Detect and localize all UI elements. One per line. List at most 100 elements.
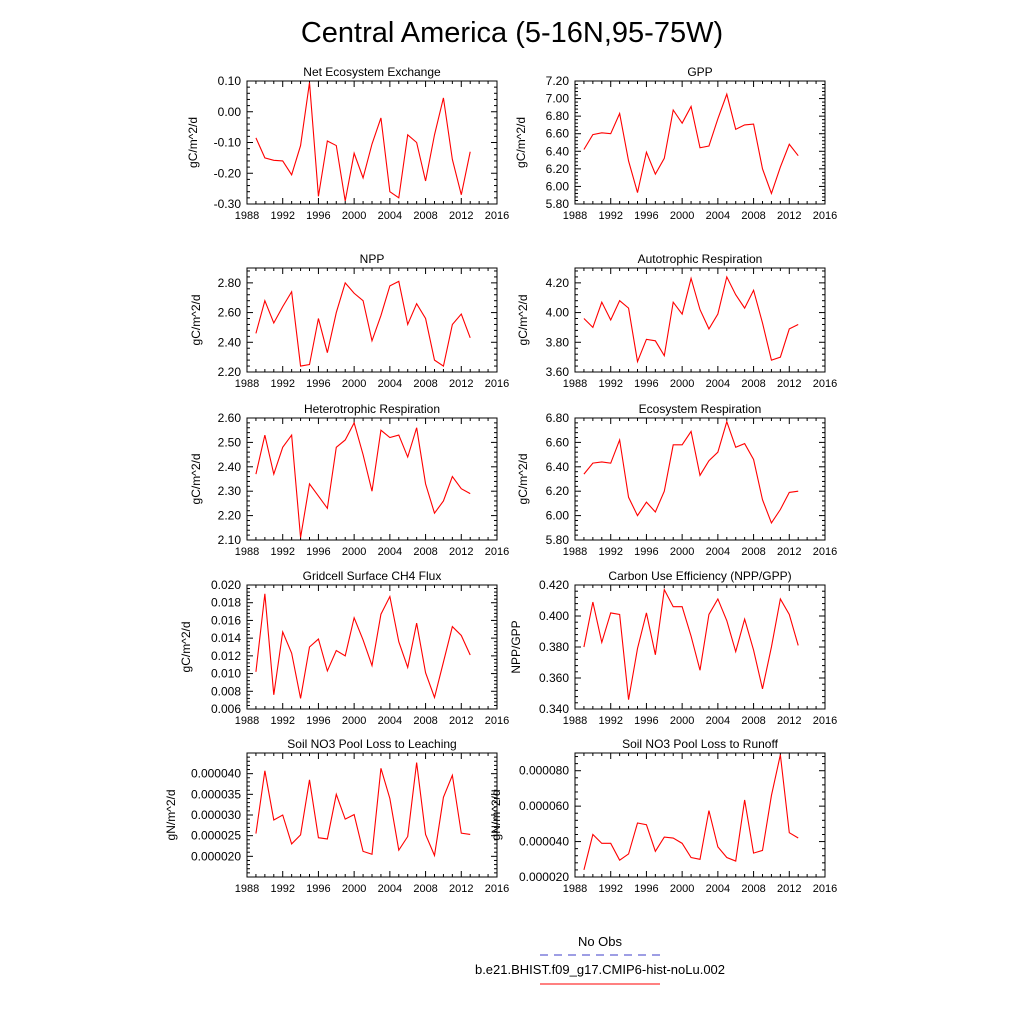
data-point [708, 614, 710, 616]
y-axis-label: gC/m^2/d [189, 295, 203, 346]
data-point [362, 177, 364, 179]
panel-2: GPP gC/m^2/d 5.80 6.00 6.20 6.40 6.60 6.80 7.00 7… [514, 65, 837, 222]
data-point [362, 300, 364, 302]
x-tick-label: 2008 [413, 378, 437, 390]
y-axis-label: gC/m^2/d [516, 295, 530, 346]
x-tick-label: 2012 [449, 378, 473, 390]
y-tick-label: 6.40 [546, 144, 570, 158]
data-point [344, 439, 346, 441]
series-line [255, 762, 471, 858]
data-point [663, 490, 665, 492]
y-tick-label: 0.000040 [191, 767, 241, 781]
data-point [753, 649, 755, 651]
panel-title: Soil NO3 Pool Loss to Leaching [287, 737, 456, 751]
data-point [637, 361, 639, 363]
data-point [780, 598, 782, 600]
y-axis-label: gC/m^2/d [186, 117, 200, 168]
panel-7: Gridcell Surface CH4 Flux gC/m^2/d 0.006 0.… [179, 569, 509, 727]
data-point [672, 301, 674, 303]
y-tick-label: 0.340 [539, 702, 569, 716]
data-point [619, 614, 621, 616]
data-point [788, 143, 790, 145]
data-point [780, 166, 782, 168]
data-point [762, 322, 764, 324]
panel-title: NPP [360, 252, 385, 266]
data-point [443, 661, 445, 663]
data-point [353, 617, 355, 619]
data-point [264, 157, 266, 159]
y-tick-label: 6.20 [546, 484, 570, 498]
data-point [460, 194, 462, 196]
data-point [735, 446, 737, 448]
y-tick-label: 2.80 [218, 276, 242, 290]
data-point [452, 626, 454, 628]
data-point [690, 431, 692, 433]
y-tick-label: 0.360 [539, 671, 569, 685]
data-point [443, 365, 445, 367]
x-tick-label: 2004 [378, 210, 402, 222]
panel-title: GPP [687, 65, 712, 79]
y-tick-label: 0.000025 [191, 829, 241, 843]
data-point [735, 294, 737, 296]
data-point [762, 499, 764, 501]
x-tick-label: 2008 [741, 210, 765, 222]
data-point [335, 650, 337, 652]
data-point [726, 857, 728, 859]
x-tick-label: 1988 [563, 546, 587, 558]
data-point [681, 606, 683, 608]
data-point [797, 490, 799, 492]
data-point [610, 133, 612, 135]
series-line [583, 92, 799, 196]
y-tick-label: 4.00 [546, 306, 570, 320]
y-tick-label: 0.380 [539, 640, 569, 654]
y-tick-label: 0.400 [539, 609, 569, 623]
data-point [407, 667, 409, 669]
panel-title: Carbon Use Efficiency (NPP/GPP) [608, 569, 791, 583]
data-point [726, 421, 728, 423]
data-point [291, 291, 293, 293]
x-tick-label: 2004 [706, 715, 730, 727]
data-point [291, 843, 293, 845]
data-point [434, 697, 436, 699]
data-point [300, 365, 302, 367]
data-point [637, 515, 639, 517]
data-point [708, 328, 710, 330]
data-point [255, 473, 257, 475]
data-point [601, 301, 603, 303]
x-tick-label: 2016 [813, 378, 837, 390]
data-point [255, 833, 257, 835]
data-point [255, 333, 257, 335]
x-tick-label: 2008 [741, 715, 765, 727]
data-point [610, 843, 612, 845]
data-point [407, 456, 409, 458]
x-tick-label: 1988 [563, 378, 587, 390]
data-point [726, 276, 728, 278]
data-point [389, 596, 391, 598]
data-point [646, 501, 648, 503]
data-point [655, 173, 657, 175]
data-point [273, 473, 275, 475]
x-tick-label: 2008 [413, 546, 437, 558]
data-point [362, 454, 364, 456]
x-tick-label: 1992 [270, 883, 294, 895]
data-point [380, 613, 382, 615]
data-point [717, 118, 719, 120]
y-tick-label: 0.018 [211, 596, 241, 610]
x-tick-label: 1996 [306, 883, 330, 895]
y-tick-label: 2.20 [218, 509, 242, 523]
data-point [282, 814, 284, 816]
data-point [264, 300, 266, 302]
data-point [699, 309, 701, 311]
series-line [583, 754, 799, 871]
x-tick-label: 1992 [598, 715, 622, 727]
data-point [300, 834, 302, 836]
data-point [380, 767, 382, 769]
data-point [344, 818, 346, 820]
data-point [753, 289, 755, 291]
data-point [699, 858, 701, 860]
data-point [344, 282, 346, 284]
data-point [327, 352, 329, 354]
data-point [646, 339, 648, 341]
panel-8: Carbon Use Efficiency (NPP/GPP) NPP/GPP 0.… [509, 569, 837, 727]
